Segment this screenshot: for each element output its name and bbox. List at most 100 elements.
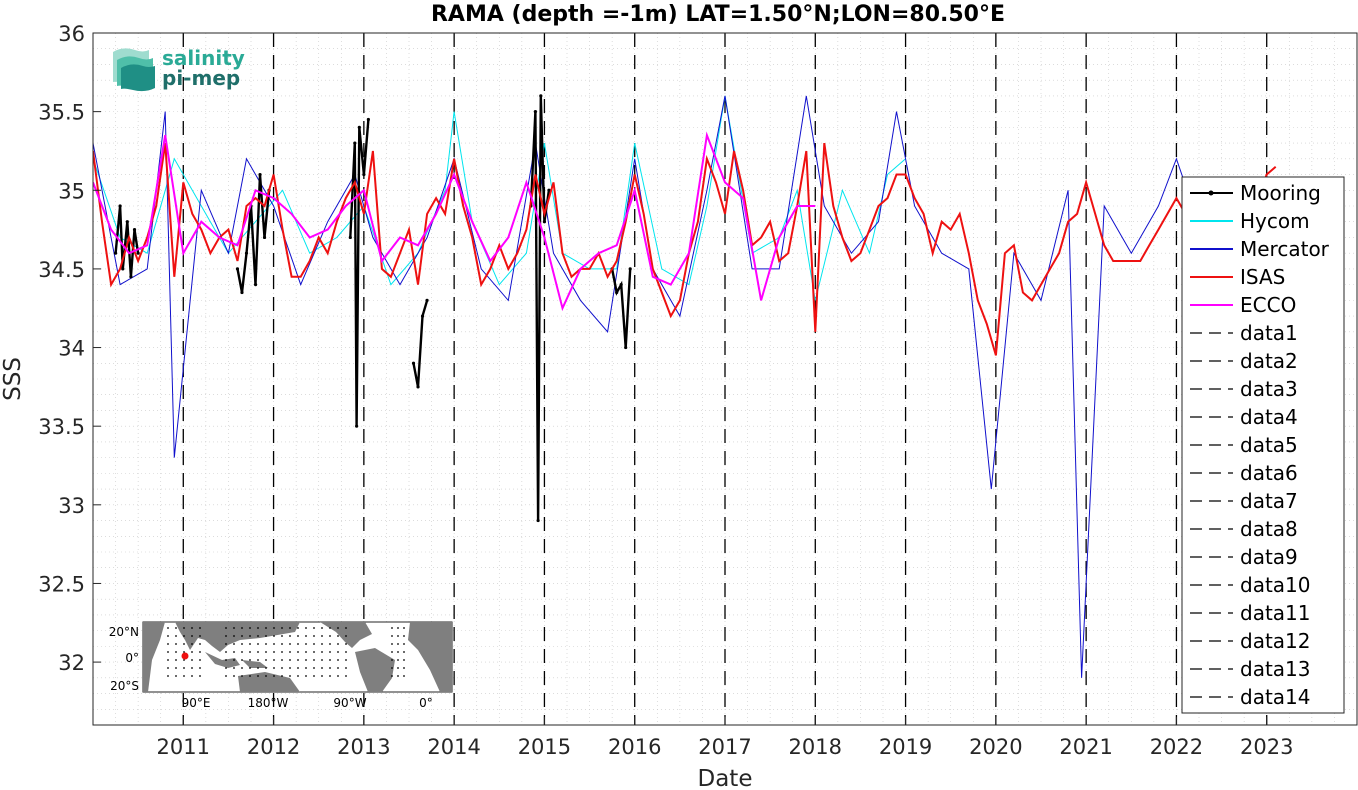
land-americas-north	[320, 622, 372, 648]
buoy-dot	[297, 659, 299, 661]
x-tick-label: 2020	[969, 735, 1022, 759]
buoy-dot	[397, 627, 399, 629]
buoy-dot	[391, 651, 393, 653]
buoy-dot	[175, 627, 177, 629]
x-tick-label: 2012	[247, 735, 300, 759]
buoy-dot	[233, 635, 235, 637]
buoy-dot	[273, 675, 275, 677]
mooring-location-marker	[181, 652, 189, 660]
legend-label: Hycom	[1240, 209, 1310, 233]
buoy-dot	[273, 627, 275, 629]
series-isas-line	[93, 142, 1277, 356]
series-mooring-point	[624, 345, 628, 350]
buoy-dot	[167, 635, 169, 637]
buoy-dot	[257, 651, 259, 653]
y-axis: 32 32.5 33 33.5 34 34.5 35 35.5 36	[38, 22, 101, 675]
buoy-dot	[305, 659, 307, 661]
inset-map-y-label: 0°	[125, 651, 139, 665]
series-mooring-line	[529, 95, 551, 521]
buoy-dot	[305, 643, 307, 645]
buoy-dot	[281, 659, 283, 661]
buoy-dot	[345, 651, 347, 653]
buoy-dot	[175, 643, 177, 645]
buoy-dot	[225, 627, 227, 629]
inset-map-y-label: 20°S	[110, 679, 139, 693]
x-tick-label: 2015	[518, 735, 571, 759]
buoy-dot	[345, 667, 347, 669]
series-layer	[93, 94, 1277, 678]
buoy-dot	[289, 643, 291, 645]
y-tick-label: 33.5	[38, 415, 85, 439]
series-mooring-line	[236, 174, 271, 293]
buoy-dot	[403, 675, 405, 677]
buoy-dot	[233, 659, 235, 661]
buoy-dot	[289, 659, 291, 661]
buoy-dot	[167, 643, 169, 645]
buoy-dot	[321, 667, 323, 669]
series-mooring-point	[235, 267, 240, 271]
y-tick-label: 35.5	[38, 101, 85, 125]
x-tick-label: 2011	[157, 735, 210, 759]
buoy-dot	[175, 635, 177, 637]
buoy-dot	[403, 667, 405, 669]
buoy-dot	[265, 627, 267, 629]
buoy-dot	[249, 659, 251, 661]
buoy-dot	[305, 667, 307, 669]
x-tick-label: 2022	[1150, 735, 1203, 759]
buoy-dot	[233, 667, 235, 669]
buoy-dot	[257, 675, 259, 677]
series-mooring-point	[353, 141, 357, 145]
buoy-dot	[289, 667, 291, 669]
buoy-dot	[191, 659, 193, 661]
buoy-dot	[329, 659, 331, 661]
buoy-dot	[225, 635, 227, 637]
series-hycom-line	[93, 95, 906, 301]
buoy-dot	[273, 635, 275, 637]
series-mooring-point	[258, 172, 262, 177]
y-tick-label: 34	[58, 337, 85, 361]
series-mooring-point	[136, 251, 140, 255]
x-tick-label: 2017	[698, 735, 751, 759]
buoy-dot	[321, 659, 323, 661]
series-mooring-point	[129, 275, 133, 279]
legend-label: data14	[1240, 685, 1311, 709]
buoy-dot	[397, 675, 399, 677]
buoy-dot	[321, 651, 323, 653]
series-mooring-point	[366, 117, 370, 122]
buoy-dot	[281, 635, 283, 637]
legend-label: data9	[1240, 545, 1298, 569]
series-mooring-point	[536, 518, 540, 523]
buoy-dot	[257, 635, 259, 637]
x-tick-label: 2013	[337, 735, 390, 759]
legend-label: data13	[1240, 657, 1311, 681]
buoy-dot	[397, 643, 399, 645]
buoy-dot	[225, 659, 227, 661]
buoy-dot	[183, 627, 185, 629]
buoy-dot	[337, 675, 339, 677]
x-tick-label: 2021	[1059, 735, 1112, 759]
buoy-dot	[183, 643, 185, 645]
buoy-dot	[329, 675, 331, 677]
logo-line1: salinity	[162, 46, 245, 70]
series-mooring-point	[420, 314, 425, 318]
series-mooring-line	[349, 119, 370, 427]
buoy-dot	[241, 651, 243, 653]
buoy-dot	[265, 667, 267, 669]
buoy-dot	[199, 627, 201, 629]
buoy-dot	[281, 627, 283, 629]
legend-label: data12	[1240, 629, 1311, 653]
legend-label: data5	[1240, 433, 1298, 457]
x-axis: 2011 2012 2013 2014 2015 2016 2017 2018 2019 2020…	[157, 717, 1293, 759]
buoy-dot	[257, 667, 259, 669]
buoy-dot	[281, 643, 283, 645]
chart-title: RAMA (depth =-1m) LAT=1.50°N;LON=80.50°E	[431, 2, 1005, 27]
buoy-dot	[265, 659, 267, 661]
series-mooring-point	[118, 204, 122, 208]
buoy-dot	[183, 651, 185, 653]
series-mooring-point	[628, 267, 632, 271]
buoy-dot	[345, 643, 347, 645]
series-mooring-point	[619, 283, 623, 287]
buoy-dot	[313, 643, 315, 645]
legend-label: ECCO	[1240, 293, 1296, 317]
y-tick-label: 33	[58, 494, 85, 518]
